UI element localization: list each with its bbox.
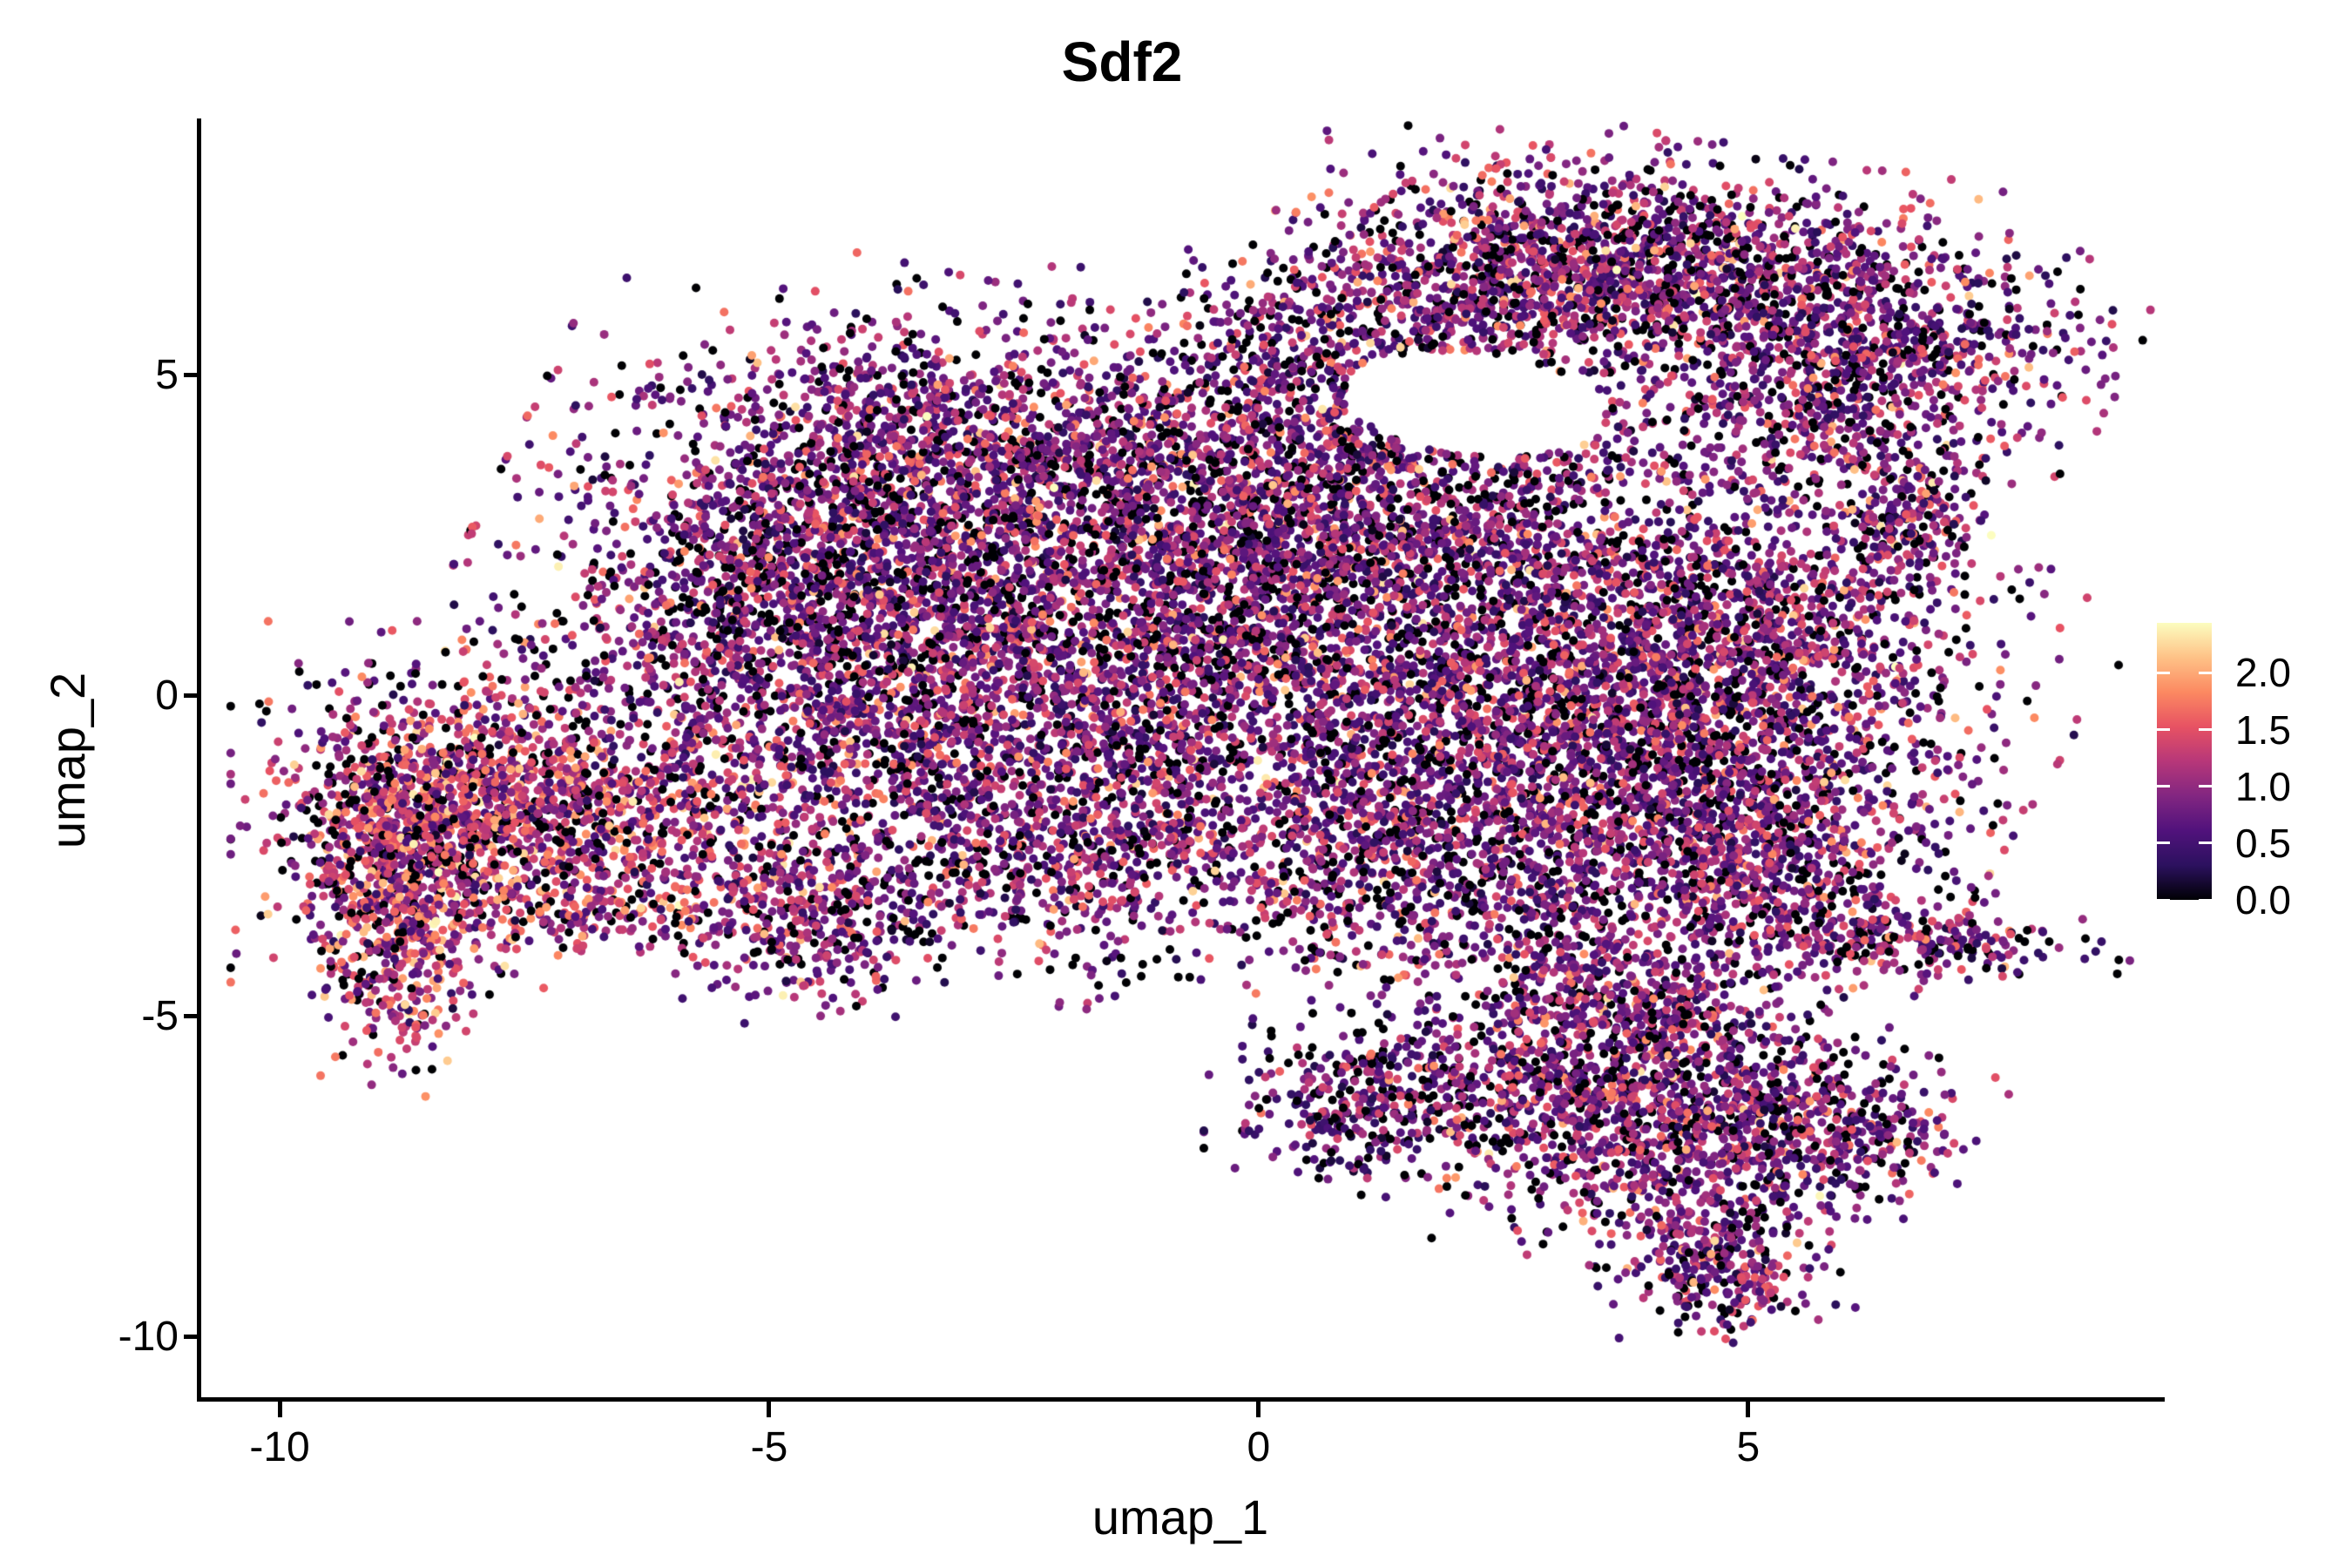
x-tick-label: 5 [1736,1424,1761,1470]
colorbar-tick-mark [2157,898,2170,902]
y-tick-mark [184,693,199,699]
x-tick-mark [767,1402,772,1417]
colorbar-tick-label: 2.0 [2235,650,2291,696]
y-tick-mark [184,373,199,378]
x-tick-label: -10 [249,1424,310,1470]
x-axis-title: umap_1 [1092,1490,1269,1544]
colorbar-tick-label: 0.0 [2235,877,2291,923]
x-tick-label: -5 [750,1424,788,1470]
y-axis-title: umap_2 [40,672,95,849]
colorbar-tick-label: 1.5 [2235,706,2291,753]
y-tick-mark [184,1014,199,1019]
plot-title: Sdf2 [1061,30,1183,93]
colorbar-tick-mark [2157,671,2170,674]
colorbar-gradient [2157,623,2212,900]
y-tick-label: -10 [118,1313,179,1360]
y-tick-label: -5 [141,992,179,1039]
x-axis-line [197,1397,2165,1402]
y-tick-label: 0 [155,672,179,719]
x-tick-mark [1746,1402,1751,1417]
colorbar-tick-mark [2199,898,2212,902]
colorbar-tick-mark [2157,785,2170,788]
y-tick-label: 5 [155,351,179,398]
x-tick-mark [1256,1402,1261,1417]
colorbar-tick-mark [2157,728,2170,731]
colorbar-tick-mark [2157,841,2170,845]
colorbar-tick-label: 1.0 [2235,763,2291,809]
y-axis-line [197,118,201,1402]
x-tick-label: 0 [1247,1424,1271,1470]
x-tick-mark [277,1402,282,1417]
colorbar-tick-mark [2199,841,2212,845]
colorbar-tick-mark [2199,785,2212,788]
colorbar-tick-mark [2199,728,2212,731]
colorbar-tick-mark [2199,671,2212,674]
y-tick-mark [184,1335,199,1340]
colorbar-tick-label: 0.5 [2235,820,2291,866]
